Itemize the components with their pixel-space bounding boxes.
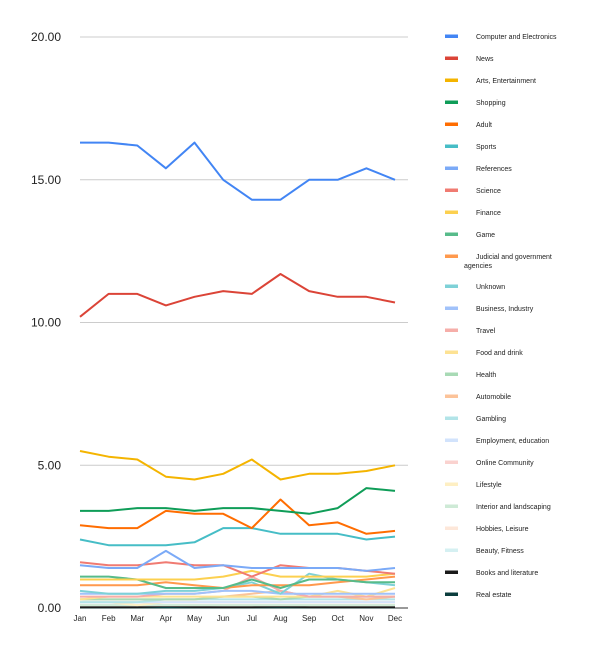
legend-label: Computer and Electronics xyxy=(476,34,557,41)
series-line xyxy=(80,141,396,201)
series-line xyxy=(80,604,395,609)
legend-label: Shopping xyxy=(476,100,506,107)
series-line xyxy=(79,273,396,318)
legend-swatch xyxy=(445,526,458,530)
x-tick-label: Oct xyxy=(332,614,345,623)
legend-swatch xyxy=(445,328,458,332)
y-axis-ticks: 0.00 5.00 10.00 15.00 20.00 xyxy=(31,30,61,615)
legend-swatch xyxy=(445,210,458,214)
series-line xyxy=(79,527,396,547)
legend-label: Online Community xyxy=(476,460,534,467)
legend-label: Business, Industry xyxy=(476,306,534,313)
legend-label: References xyxy=(476,166,512,173)
legend-swatch xyxy=(445,144,458,148)
legend-label: Health xyxy=(476,372,496,379)
legend-label: Gambling xyxy=(476,416,506,423)
legend-label: Judicial and government xyxy=(476,254,552,261)
series-line xyxy=(79,498,396,535)
series-line xyxy=(80,569,396,581)
legend-label: Science xyxy=(476,188,501,195)
legend-swatch xyxy=(445,438,458,442)
legend-label: News xyxy=(476,56,494,63)
legend-swatch xyxy=(445,78,458,82)
legend-label: Food and drink xyxy=(476,350,523,357)
legend-swatch xyxy=(445,254,458,258)
y-tick-label: 0.00 xyxy=(38,601,62,615)
legend-swatch xyxy=(445,570,458,574)
x-tick-label: Jun xyxy=(217,614,230,623)
legend-label: Arts, Entertainment xyxy=(476,78,536,85)
y-tick-label: 20.00 xyxy=(31,30,61,44)
legend-swatch xyxy=(445,394,458,398)
x-tick-label: Jan xyxy=(74,614,87,623)
legend: Computer and Electronics News Arts, Entert… xyxy=(445,34,557,599)
legend-swatch xyxy=(445,548,458,552)
legend-swatch xyxy=(445,166,458,170)
legend-swatch xyxy=(445,34,458,38)
legend-swatch xyxy=(445,232,458,236)
series-line xyxy=(80,487,396,515)
legend-swatch xyxy=(445,592,458,596)
legend-label: Real estate xyxy=(476,592,512,599)
x-tick-label: May xyxy=(187,614,202,623)
x-tick-label: Sep xyxy=(302,614,317,623)
legend-label: Sports xyxy=(476,144,497,151)
y-tick-label: 15.00 xyxy=(31,173,61,187)
legend-swatch xyxy=(445,416,458,420)
legend-swatch xyxy=(445,188,458,192)
x-tick-label: Feb xyxy=(102,614,116,623)
legend-swatch xyxy=(445,482,458,486)
legend-label: Unknown xyxy=(476,284,505,291)
legend-label: Employment, education xyxy=(476,438,549,445)
legend-label: Game xyxy=(476,232,495,239)
x-axis-ticks: Jan Feb Mar Apr May Jun Jul Aug Sep Oct Nov Dec xyxy=(74,614,403,623)
y-tick-label: 10.00 xyxy=(31,316,61,330)
legend-swatch xyxy=(445,460,458,464)
series-line xyxy=(79,450,396,481)
x-tick-label: Dec xyxy=(388,614,402,623)
x-tick-label: Mar xyxy=(130,614,144,623)
legend-label: Books and literature xyxy=(476,570,538,577)
legend-swatch xyxy=(445,306,458,310)
legend-label: Automobile xyxy=(476,394,511,401)
legend-swatch xyxy=(445,122,458,126)
legend-label: Lifestyle xyxy=(476,482,502,489)
legend-swatch xyxy=(445,100,458,104)
series-lines xyxy=(79,141,396,609)
legend-swatch xyxy=(445,284,458,288)
legend-label: Finance xyxy=(476,210,501,217)
legend-swatch xyxy=(445,504,458,508)
legend-swatch xyxy=(445,350,458,354)
series-line xyxy=(80,575,396,589)
legend-label: Hobbies, Leisure xyxy=(476,526,529,533)
legend-label: Adult xyxy=(476,122,492,129)
legend-swatch xyxy=(445,56,458,60)
x-tick-label: Jul xyxy=(247,614,257,623)
legend-label: Interior and landscaping xyxy=(476,504,551,511)
y-tick-label: 5.00 xyxy=(38,458,62,472)
x-tick-label: Aug xyxy=(273,614,287,623)
x-tick-label: Nov xyxy=(359,614,373,623)
legend-label: Travel xyxy=(476,328,496,335)
legend-label: Beauty, Fitness xyxy=(476,548,524,555)
x-tick-label: Apr xyxy=(160,614,173,623)
legend-swatch xyxy=(445,372,458,376)
grid-lines xyxy=(80,36,408,609)
legend-label: agencies xyxy=(464,263,493,270)
series-line xyxy=(80,598,395,604)
series-line xyxy=(79,549,396,572)
